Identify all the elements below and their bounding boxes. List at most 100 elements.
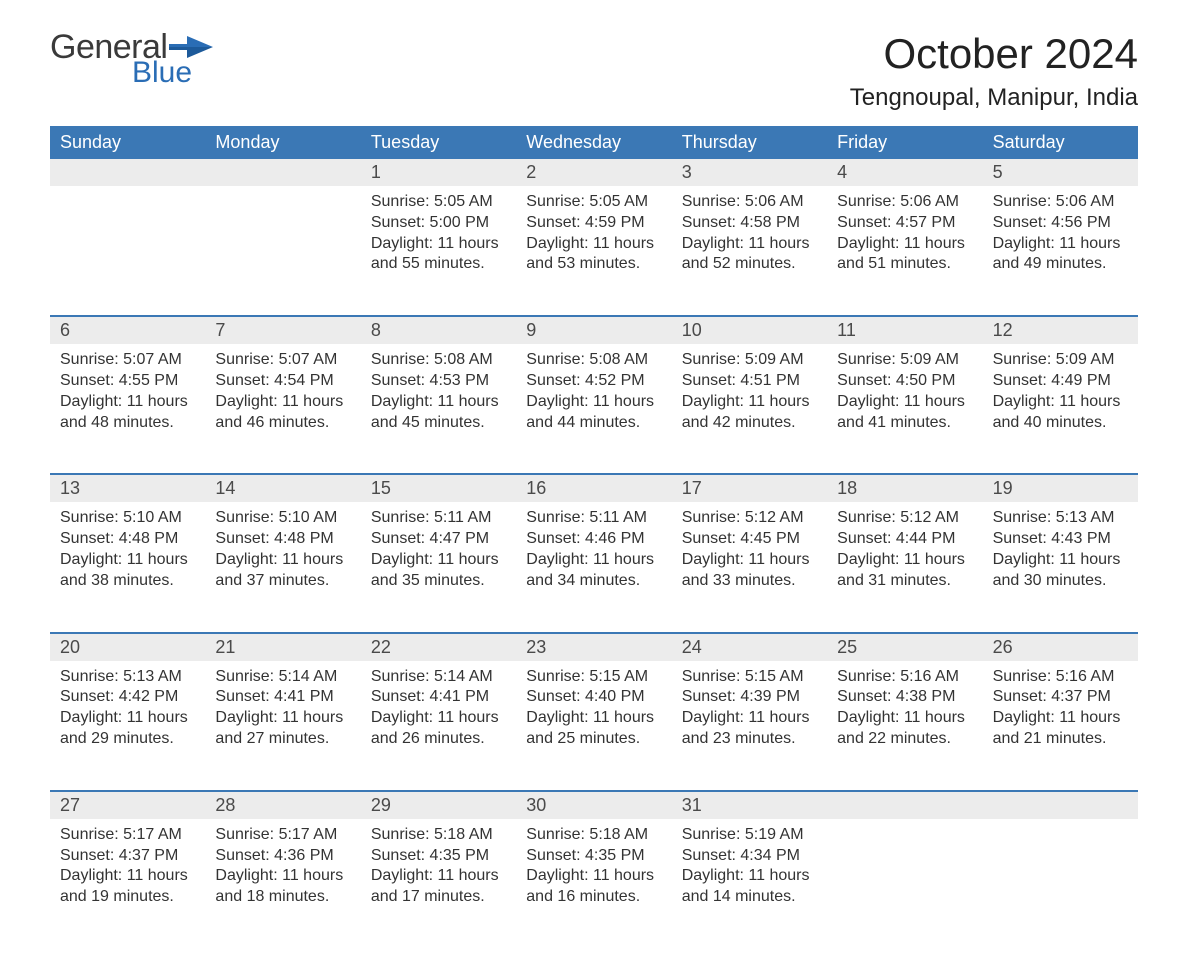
day-cell: Sunrise: 5:15 AM Sunset: 4:39 PM Dayligh…	[672, 661, 827, 778]
day-number: 30	[516, 792, 671, 819]
day-cell: Sunrise: 5:10 AM Sunset: 4:48 PM Dayligh…	[50, 502, 205, 619]
day-header: Friday	[827, 126, 982, 159]
day-number: 8	[361, 317, 516, 344]
day-cell: Sunrise: 5:05 AM Sunset: 5:00 PM Dayligh…	[361, 186, 516, 303]
day-cell: Sunrise: 5:18 AM Sunset: 4:35 PM Dayligh…	[516, 819, 671, 936]
day-number: 4	[827, 159, 982, 186]
logo: General Blue	[50, 30, 213, 88]
day-cell: Sunrise: 5:09 AM Sunset: 4:51 PM Dayligh…	[672, 344, 827, 461]
day-number: 10	[672, 317, 827, 344]
day-number: 14	[205, 475, 360, 502]
day-cell: Sunrise: 5:13 AM Sunset: 4:43 PM Dayligh…	[983, 502, 1138, 619]
day-body-row: Sunrise: 5:17 AM Sunset: 4:37 PM Dayligh…	[50, 819, 1138, 936]
day-cell: Sunrise: 5:16 AM Sunset: 4:38 PM Dayligh…	[827, 661, 982, 778]
day-cell: Sunrise: 5:08 AM Sunset: 4:52 PM Dayligh…	[516, 344, 671, 461]
day-cell: Sunrise: 5:15 AM Sunset: 4:40 PM Dayligh…	[516, 661, 671, 778]
day-header: Wednesday	[516, 126, 671, 159]
day-number: 16	[516, 475, 671, 502]
calendar-week: 2728293031Sunrise: 5:17 AM Sunset: 4:37 …	[50, 790, 1138, 936]
calendar-week: 13141516171819Sunrise: 5:10 AM Sunset: 4…	[50, 473, 1138, 619]
day-cell: Sunrise: 5:10 AM Sunset: 4:48 PM Dayligh…	[205, 502, 360, 619]
day-number: 2	[516, 159, 671, 186]
day-cell: Sunrise: 5:13 AM Sunset: 4:42 PM Dayligh…	[50, 661, 205, 778]
day-body-row: Sunrise: 5:10 AM Sunset: 4:48 PM Dayligh…	[50, 502, 1138, 619]
day-cell: Sunrise: 5:19 AM Sunset: 4:34 PM Dayligh…	[672, 819, 827, 936]
day-cell	[50, 186, 205, 303]
day-header: Tuesday	[361, 126, 516, 159]
day-header: Sunday	[50, 126, 205, 159]
day-number	[827, 792, 982, 819]
day-cell	[983, 819, 1138, 936]
day-cell: Sunrise: 5:06 AM Sunset: 4:57 PM Dayligh…	[827, 186, 982, 303]
day-cell: Sunrise: 5:05 AM Sunset: 4:59 PM Dayligh…	[516, 186, 671, 303]
day-number: 19	[983, 475, 1138, 502]
day-cell: Sunrise: 5:17 AM Sunset: 4:37 PM Dayligh…	[50, 819, 205, 936]
day-number: 25	[827, 634, 982, 661]
daynum-row: 20212223242526	[50, 634, 1138, 661]
day-header: Saturday	[983, 126, 1138, 159]
day-number: 5	[983, 159, 1138, 186]
day-body-row: Sunrise: 5:05 AM Sunset: 5:00 PM Dayligh…	[50, 186, 1138, 303]
day-number: 26	[983, 634, 1138, 661]
daynum-row: 2728293031	[50, 792, 1138, 819]
day-number: 24	[672, 634, 827, 661]
day-body-row: Sunrise: 5:07 AM Sunset: 4:55 PM Dayligh…	[50, 344, 1138, 461]
day-cell: Sunrise: 5:08 AM Sunset: 4:53 PM Dayligh…	[361, 344, 516, 461]
page-title: October 2024	[850, 30, 1138, 78]
day-number: 9	[516, 317, 671, 344]
day-number: 13	[50, 475, 205, 502]
day-number: 23	[516, 634, 671, 661]
day-header: Thursday	[672, 126, 827, 159]
day-header-row: Sunday Monday Tuesday Wednesday Thursday…	[50, 126, 1138, 159]
day-cell	[827, 819, 982, 936]
header: General Blue October 2024 Tengnoupal, Ma…	[50, 30, 1138, 112]
day-body-row: Sunrise: 5:13 AM Sunset: 4:42 PM Dayligh…	[50, 661, 1138, 778]
calendar: Sunday Monday Tuesday Wednesday Thursday…	[50, 126, 1138, 936]
day-number	[50, 159, 205, 186]
day-number: 31	[672, 792, 827, 819]
day-number: 28	[205, 792, 360, 819]
calendar-week: 6789101112Sunrise: 5:07 AM Sunset: 4:55 …	[50, 315, 1138, 461]
day-number: 21	[205, 634, 360, 661]
day-number: 1	[361, 159, 516, 186]
day-header: Monday	[205, 126, 360, 159]
day-cell: Sunrise: 5:06 AM Sunset: 4:58 PM Dayligh…	[672, 186, 827, 303]
daynum-row: 13141516171819	[50, 475, 1138, 502]
day-cell: Sunrise: 5:12 AM Sunset: 4:45 PM Dayligh…	[672, 502, 827, 619]
day-cell	[205, 186, 360, 303]
day-cell: Sunrise: 5:16 AM Sunset: 4:37 PM Dayligh…	[983, 661, 1138, 778]
day-cell: Sunrise: 5:09 AM Sunset: 4:50 PM Dayligh…	[827, 344, 982, 461]
day-number: 22	[361, 634, 516, 661]
day-cell: Sunrise: 5:14 AM Sunset: 4:41 PM Dayligh…	[205, 661, 360, 778]
logo-text-blue: Blue	[132, 58, 213, 88]
day-cell: Sunrise: 5:17 AM Sunset: 4:36 PM Dayligh…	[205, 819, 360, 936]
day-number: 20	[50, 634, 205, 661]
day-number: 15	[361, 475, 516, 502]
day-cell: Sunrise: 5:11 AM Sunset: 4:47 PM Dayligh…	[361, 502, 516, 619]
day-cell: Sunrise: 5:12 AM Sunset: 4:44 PM Dayligh…	[827, 502, 982, 619]
day-cell: Sunrise: 5:09 AM Sunset: 4:49 PM Dayligh…	[983, 344, 1138, 461]
daynum-row: 12345	[50, 159, 1138, 186]
day-number: 18	[827, 475, 982, 502]
day-cell: Sunrise: 5:06 AM Sunset: 4:56 PM Dayligh…	[983, 186, 1138, 303]
day-cell: Sunrise: 5:18 AM Sunset: 4:35 PM Dayligh…	[361, 819, 516, 936]
day-number: 6	[50, 317, 205, 344]
day-number: 11	[827, 317, 982, 344]
day-number	[205, 159, 360, 186]
day-cell: Sunrise: 5:14 AM Sunset: 4:41 PM Dayligh…	[361, 661, 516, 778]
day-number: 17	[672, 475, 827, 502]
title-block: October 2024 Tengnoupal, Manipur, India	[850, 30, 1138, 112]
day-number: 29	[361, 792, 516, 819]
day-number: 12	[983, 317, 1138, 344]
day-number: 7	[205, 317, 360, 344]
calendar-week: 12345Sunrise: 5:05 AM Sunset: 5:00 PM Da…	[50, 159, 1138, 303]
daynum-row: 6789101112	[50, 317, 1138, 344]
calendar-week: 20212223242526Sunrise: 5:13 AM Sunset: 4…	[50, 632, 1138, 778]
day-cell: Sunrise: 5:11 AM Sunset: 4:46 PM Dayligh…	[516, 502, 671, 619]
day-number: 27	[50, 792, 205, 819]
day-cell: Sunrise: 5:07 AM Sunset: 4:55 PM Dayligh…	[50, 344, 205, 461]
day-number	[983, 792, 1138, 819]
day-cell: Sunrise: 5:07 AM Sunset: 4:54 PM Dayligh…	[205, 344, 360, 461]
day-number: 3	[672, 159, 827, 186]
location-text: Tengnoupal, Manipur, India	[850, 84, 1138, 112]
